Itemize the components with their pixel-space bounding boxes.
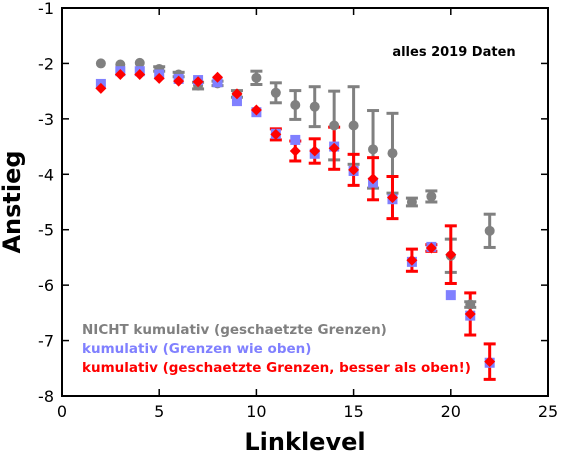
data-point: [289, 145, 301, 157]
data-point: [484, 356, 496, 368]
y-tick-label: -8: [38, 387, 54, 406]
y-tick-label: -3: [38, 110, 54, 129]
data-point: [95, 58, 106, 69]
data-point: [464, 308, 476, 320]
data-point: [114, 69, 126, 81]
data-point: [250, 104, 262, 116]
y-tick-label: -4: [38, 165, 54, 184]
data-point: [329, 120, 340, 131]
axis-ticks: 0 5 10 15 20 25 -8 -7 -6 -5 -4 -3 -2 -1: [38, 0, 558, 421]
data-point: [290, 100, 301, 110]
data-point: [231, 96, 242, 107]
data-point: [445, 290, 456, 301]
data-point: [290, 134, 301, 145]
y-axis-label: Anstieg: [0, 150, 26, 253]
data-point: [270, 87, 281, 98]
y-tick-label: -5: [38, 221, 54, 240]
x-axis-label: Linklevel: [244, 428, 365, 455]
x-tick-label: 20: [441, 402, 461, 421]
legend-entry-kumulativ-geschaetzt: kumulativ (geschaetzte Grenzen, besser a…: [82, 360, 471, 376]
x-tick-label: 5: [154, 402, 164, 421]
y-tick-label: -2: [38, 54, 54, 73]
annotation-text: alles 2019 Daten: [392, 45, 515, 60]
data-point: [173, 75, 185, 87]
data-point: [426, 191, 437, 202]
data-point: [368, 144, 379, 155]
data-point: [367, 173, 379, 185]
data-point: [270, 128, 282, 140]
legend: NICHT kumulativ (geschaetzte Grenzen) ku…: [82, 322, 471, 376]
data-point: [386, 192, 398, 204]
data-point: [328, 142, 340, 154]
data-point: [231, 88, 243, 100]
data-point: [212, 71, 224, 83]
x-tick-label: 25: [538, 402, 558, 421]
data-point: [484, 225, 495, 236]
data-point: [134, 57, 145, 68]
data-point: [387, 148, 398, 159]
x-tick-label: 10: [246, 402, 266, 421]
x-tick-label: 15: [343, 402, 363, 421]
data-point: [251, 72, 262, 83]
data-point: [406, 254, 418, 266]
data-point: [309, 101, 320, 112]
data-point: [406, 197, 417, 207]
y-tick-label: -7: [38, 332, 54, 351]
legend-entry-nicht-kumulativ: NICHT kumulativ (geschaetzte Grenzen): [82, 322, 387, 338]
data-point: [192, 76, 204, 88]
data-point: [95, 82, 107, 94]
data-point: [153, 72, 165, 84]
data-point: [425, 242, 437, 254]
y-tick-label: -1: [38, 0, 54, 18]
data-point: [348, 120, 359, 131]
y-tick-label: -6: [38, 276, 54, 295]
data-point: [348, 164, 360, 176]
data-point: [445, 249, 457, 261]
data-point: [465, 299, 476, 310]
x-tick-label: 0: [57, 402, 67, 421]
data-point: [309, 145, 321, 157]
data-markers: [95, 57, 496, 368]
legend-entry-kumulativ: kumulativ (Grenzen wie oben): [82, 341, 311, 357]
data-point: [134, 69, 146, 81]
